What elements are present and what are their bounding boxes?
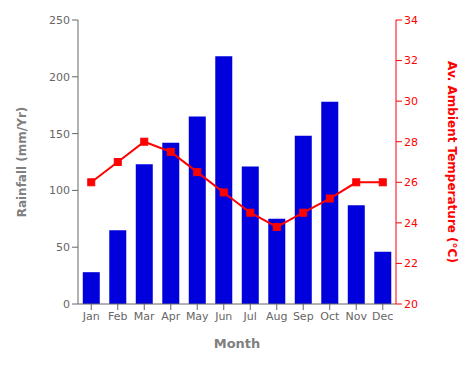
svg-text:150: 150 [49, 128, 70, 141]
svg-text:Nov: Nov [346, 310, 368, 323]
svg-text:Oct: Oct [320, 310, 340, 323]
svg-text:32: 32 [404, 54, 418, 67]
svg-text:Jun: Jun [214, 310, 232, 323]
svg-text:100: 100 [49, 184, 70, 197]
svg-text:Jul: Jul [243, 310, 257, 323]
svg-text:34: 34 [404, 14, 418, 27]
svg-text:Rainfall (mm/Yr): Rainfall (mm/Yr) [15, 107, 29, 218]
svg-text:50: 50 [56, 241, 70, 254]
svg-text:Dec: Dec [372, 310, 393, 323]
svg-text:0: 0 [63, 298, 70, 311]
svg-text:Av. Ambient Temperature (°C): Av. Ambient Temperature (°C) [445, 61, 459, 263]
svg-text:Month: Month [214, 336, 261, 351]
svg-text:26: 26 [404, 176, 418, 189]
svg-text:250: 250 [49, 14, 70, 27]
svg-text:Aug: Aug [266, 310, 287, 323]
svg-text:28: 28 [404, 136, 418, 149]
svg-text:May: May [186, 310, 209, 323]
svg-text:Jan: Jan [82, 310, 100, 323]
svg-text:24: 24 [404, 217, 418, 230]
svg-text:30: 30 [404, 95, 418, 108]
svg-text:20: 20 [404, 298, 418, 311]
svg-text:Feb: Feb [108, 310, 127, 323]
svg-text:22: 22 [404, 257, 418, 270]
svg-text:Sep: Sep [293, 310, 314, 323]
svg-text:200: 200 [49, 71, 70, 84]
svg-text:Mar: Mar [134, 310, 155, 323]
svg-text:Apr: Apr [161, 310, 181, 323]
